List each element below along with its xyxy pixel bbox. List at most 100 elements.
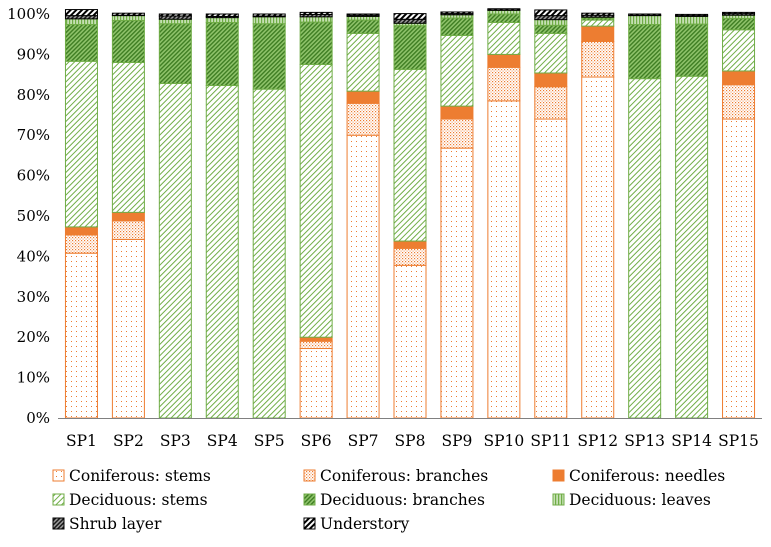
bar-segment xyxy=(64,24,98,62)
legend-label: Coniferous: needles xyxy=(569,467,725,485)
bar-segment xyxy=(722,118,756,419)
bar-stack-sp7 xyxy=(346,13,380,419)
y-tick-label: 50% xyxy=(17,207,50,225)
bar-segment xyxy=(346,19,380,34)
bar-segment xyxy=(487,53,521,68)
legend-swatch xyxy=(552,469,565,482)
bar-segment xyxy=(299,340,333,350)
bar-segment xyxy=(581,19,615,27)
bar-segment xyxy=(111,12,145,16)
bar-segment xyxy=(346,13,380,16)
bar-segment xyxy=(205,85,239,419)
bar-segment xyxy=(393,13,427,20)
bar-segment xyxy=(440,17,474,36)
bar-segment xyxy=(252,16,286,25)
legend-item: Deciduous: branches xyxy=(303,491,485,509)
legend-item: Coniferous: branches xyxy=(303,467,488,485)
bar-stack-sp1 xyxy=(64,9,98,419)
bar-stack-sp6 xyxy=(299,11,333,419)
bar-segment xyxy=(299,11,333,15)
bar-segment xyxy=(393,18,427,24)
legend-swatch xyxy=(52,469,65,482)
legend-item: Coniferous: needles xyxy=(552,467,725,485)
legend-label: Coniferous: stems xyxy=(69,467,211,485)
bar-segment xyxy=(534,32,568,74)
bar-segment xyxy=(111,220,145,240)
bar-segment xyxy=(158,82,192,419)
bar-stack-sp11 xyxy=(534,9,568,419)
bar-segment xyxy=(393,247,427,266)
y-tick-label: 40% xyxy=(17,247,50,265)
bar-segment xyxy=(440,34,474,107)
bar-segment xyxy=(158,23,192,84)
bars xyxy=(64,8,756,419)
x-axis: SP1 SP2 SP3 SP4 SP5 SP6 SP7 SP8 SP9 SP10 SP11 SP12 S… xyxy=(58,418,762,450)
bar-segment xyxy=(487,66,521,102)
bar-segment xyxy=(628,78,662,419)
bar-segment xyxy=(534,118,568,419)
legend-swatch xyxy=(52,517,65,530)
bar-stack-sp2 xyxy=(111,12,145,419)
bar-segment xyxy=(487,21,521,55)
x-tick-label: SP11 xyxy=(530,432,571,450)
y-tick-label: 80% xyxy=(17,86,50,104)
bar-segment xyxy=(722,11,756,15)
bar-segment xyxy=(205,21,239,87)
legend-item: Shrub layer xyxy=(52,515,162,533)
x-tick-label: SP2 xyxy=(113,432,144,450)
legend: Coniferous: stems Coniferous: branches Con… xyxy=(52,467,725,533)
bar-segment xyxy=(534,9,568,17)
bar-segment xyxy=(675,13,709,17)
bar-segment xyxy=(487,100,521,419)
y-tick-label: 100% xyxy=(7,5,50,23)
bar-segment xyxy=(299,348,333,419)
bar-stack-sp14 xyxy=(675,13,709,419)
bar-stack-sp9 xyxy=(440,11,474,419)
bar-segment xyxy=(722,29,756,72)
bar-segment xyxy=(722,70,756,86)
x-tick-label: SP7 xyxy=(348,432,379,450)
bar-segment xyxy=(299,336,333,342)
bar-stack-sp4 xyxy=(205,13,239,419)
bar-stack-sp13 xyxy=(628,13,662,419)
y-axis: 0% 10% 20% 30% 40% 50% 60% 70% 80% 90% 100% xyxy=(7,5,50,427)
bar-segment xyxy=(534,86,568,120)
y-tick-label: 0% xyxy=(26,409,50,427)
bar-segment xyxy=(158,13,192,17)
bar-segment xyxy=(64,9,98,17)
bar-segment xyxy=(205,13,239,17)
bar-segment xyxy=(64,18,98,26)
legend-label: Shrub layer xyxy=(69,515,162,533)
x-tick-label: SP1 xyxy=(66,432,97,450)
bar-segment xyxy=(440,11,474,15)
x-tick-label: SP14 xyxy=(671,432,712,450)
legend-swatch xyxy=(303,493,316,506)
bar-segment xyxy=(64,234,98,254)
bar-segment xyxy=(534,24,568,34)
bar-stack-sp10 xyxy=(487,8,521,419)
bar-segment xyxy=(581,25,615,42)
bar-segment xyxy=(534,72,568,88)
bar-segment xyxy=(111,238,145,419)
bar-segment xyxy=(393,68,427,242)
legend-item: Coniferous: stems xyxy=(52,467,211,485)
bar-segment xyxy=(487,8,521,11)
bar-segment xyxy=(628,24,662,80)
bar-segment xyxy=(64,252,98,419)
y-tick-label: 10% xyxy=(17,369,50,387)
bar-segment xyxy=(487,9,521,15)
bar-segment xyxy=(252,88,286,419)
bar-segment xyxy=(628,13,662,16)
x-tick-label: SP6 xyxy=(301,432,332,450)
bar-segment xyxy=(628,15,662,26)
bar-segment xyxy=(205,17,239,23)
legend-label: Deciduous: branches xyxy=(320,491,485,509)
bar-segment xyxy=(581,76,615,419)
x-tick-label: SP4 xyxy=(207,432,238,450)
x-tick-label: SP9 xyxy=(441,432,472,450)
bar-segment xyxy=(675,23,709,77)
bar-segment xyxy=(581,12,615,16)
y-tick-label: 90% xyxy=(17,45,50,63)
x-tick-label: SP15 xyxy=(718,432,759,450)
